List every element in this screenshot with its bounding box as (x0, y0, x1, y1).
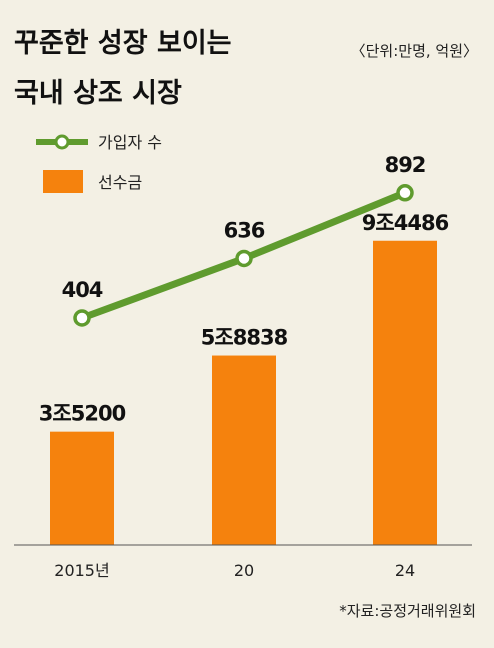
x-tick-label-0: 2015년 (54, 561, 109, 580)
chart-title-line-1: 꾸준한 성장 보이는 (14, 28, 232, 59)
bar-value-label-2: 9조4486 (362, 211, 449, 235)
line-point-1 (235, 249, 253, 268)
bar-series: 3조5200 5조8838 9조4486 (39, 211, 450, 546)
legend-line-marker (54, 134, 70, 150)
bar-2 (373, 240, 437, 546)
legend-bar-swatch (43, 170, 83, 193)
unit-note: 〈단위:만명, 억원〉 (351, 42, 478, 60)
x-tick-label-1: 20 (234, 561, 254, 580)
legend: 가입자 수 선수금 (36, 133, 162, 193)
line-point-2 (396, 184, 414, 202)
chart-title-line-2: 국내 상조 시장 (14, 78, 182, 109)
legend-label-prepayment: 선수금 (98, 173, 142, 192)
bar-value-label-1: 5조8838 (201, 326, 288, 350)
bar-0 (50, 431, 114, 545)
line-point-0 (73, 309, 91, 327)
line-series: 404 636 892 (62, 153, 426, 327)
line-value-label-1: 636 (224, 218, 265, 242)
bar-value-label-0: 3조5200 (39, 402, 126, 426)
source-note: *자료:공정거래위원회 (339, 602, 476, 620)
line-value-label-2: 892 (385, 153, 426, 177)
legend-label-subscribers: 가입자 수 (98, 133, 162, 152)
bar-1 (212, 355, 276, 545)
x-axis-ticks: 2015년 20 24 (54, 561, 415, 580)
line-value-label-0: 404 (62, 278, 103, 302)
x-tick-label-2: 24 (395, 561, 415, 580)
